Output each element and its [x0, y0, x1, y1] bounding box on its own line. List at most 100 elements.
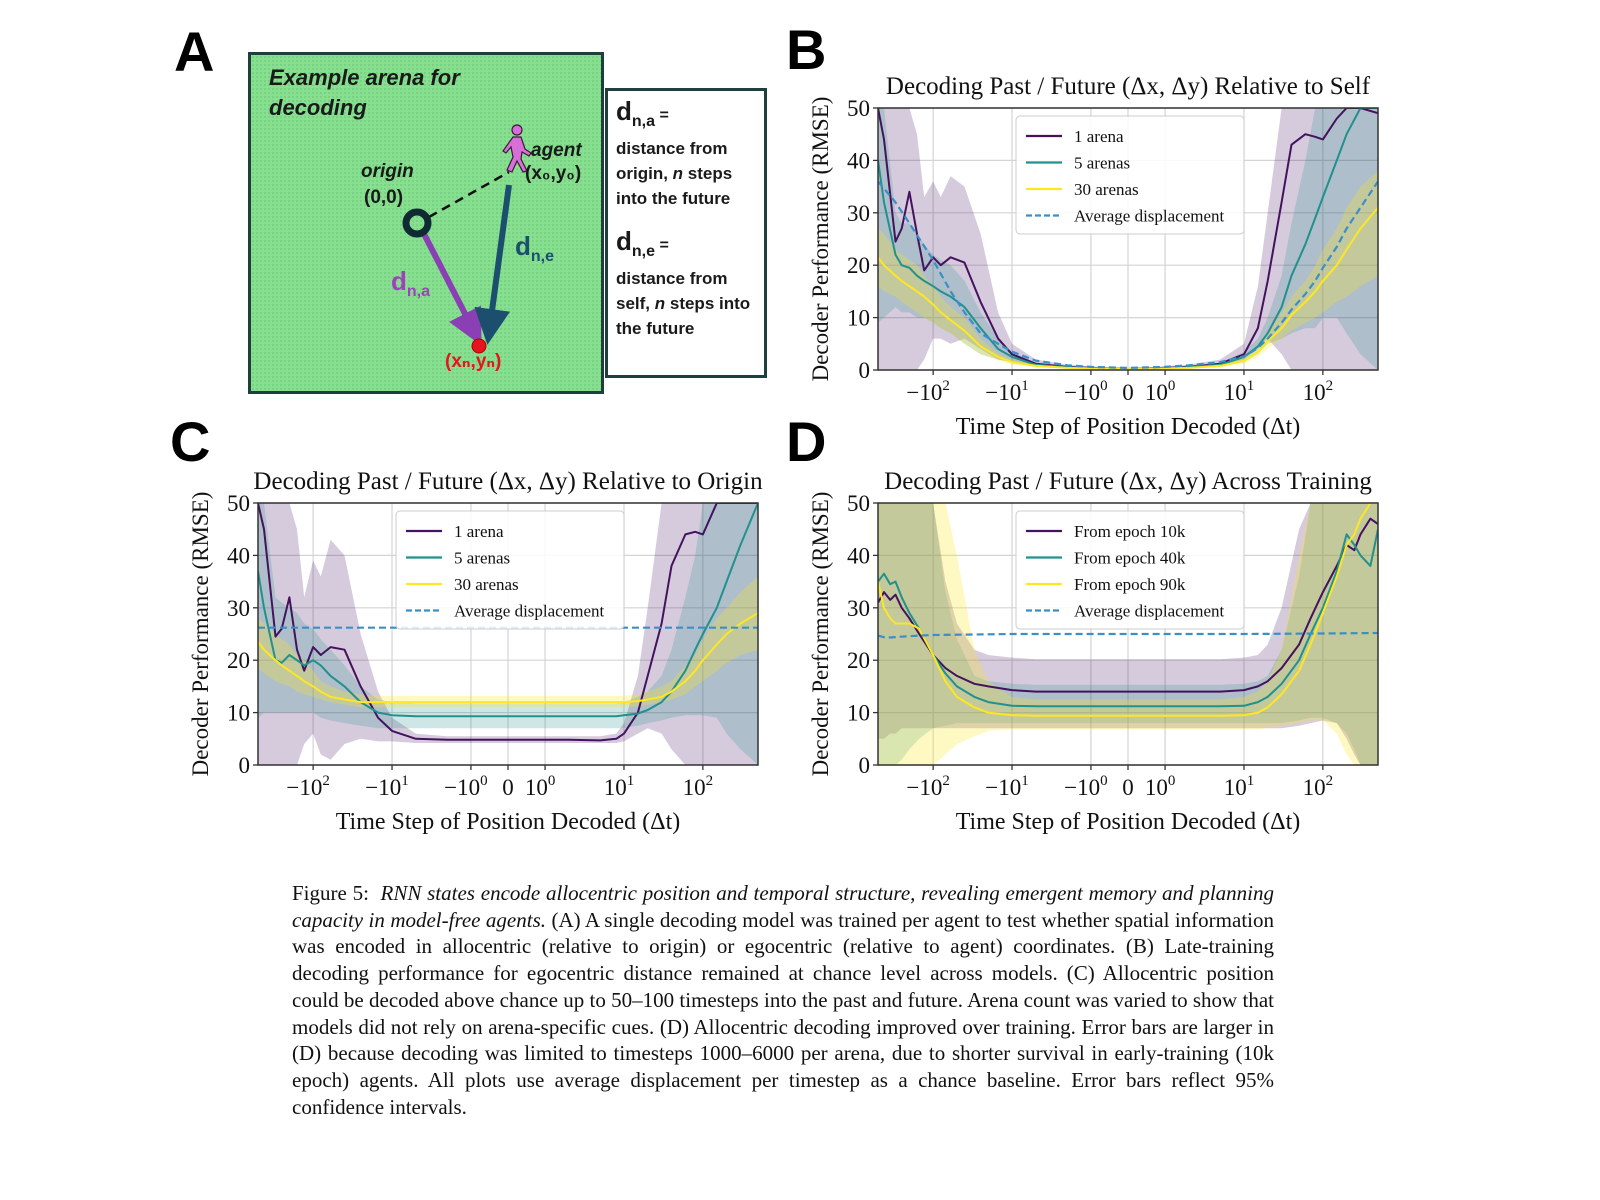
legend-label: 5 arenas	[1074, 154, 1130, 173]
x-tick-exponent: 0	[1100, 773, 1108, 789]
target-coords: (xₙ,yₙ)	[445, 351, 502, 372]
def-symbol: d	[616, 96, 632, 126]
x-tick-exponent: 0	[1168, 378, 1176, 394]
series-line	[878, 180, 1378, 369]
x-tick-label: −101	[985, 773, 1028, 800]
x-axis-label: Time Step of Position Decoded (Δt)	[956, 809, 1301, 835]
x-tick-exponent: 0	[480, 773, 488, 789]
x-tick-label: 102	[683, 773, 714, 800]
definition-dna-symbol: dn,a =	[616, 97, 764, 136]
legend-label: From epoch 90k	[1074, 575, 1186, 594]
chart-relative-to-self: Decoding Past / Future (Δx, Δy) Relative…	[808, 73, 1379, 440]
x-tick-exponent: 1	[1021, 773, 1029, 789]
definition-dne-text: distance from self, n steps into the fut…	[616, 266, 764, 341]
def-text: distance from self,	[616, 269, 728, 314]
x-axis-label: Time Step of Position Decoded (Δt)	[336, 809, 681, 835]
series-line	[258, 503, 758, 718]
x-tick-label: −102	[906, 773, 949, 800]
x-tick-base: 10	[1145, 380, 1168, 405]
x-tick-base: 10	[1303, 775, 1326, 800]
x-tick-label: −100	[444, 773, 487, 800]
x-tick-base: −10	[1064, 775, 1100, 800]
egocentric-arrow	[474, 184, 512, 345]
x-tick-label: 101	[604, 773, 635, 800]
x-tick-base: 0	[1122, 775, 1134, 800]
y-tick-label: 10	[227, 701, 250, 726]
def-subscript: n,a	[631, 113, 656, 131]
series-line	[258, 503, 758, 742]
dne-symbol: d	[515, 231, 531, 261]
origin-coords: (0,0)	[364, 187, 404, 208]
x-tick-base: −10	[1064, 380, 1100, 405]
def-text: steps into the future	[616, 164, 733, 209]
x-tick-base: 10	[1224, 775, 1247, 800]
legend-label: 30 arenas	[454, 575, 519, 594]
chart-title: Decoding Past / Future (Δx, Δy) Relative…	[886, 73, 1371, 100]
y-tick-label: 10	[847, 701, 870, 726]
x-tick-base: 10	[604, 775, 627, 800]
x-tick-exponent: 2	[1326, 773, 1334, 789]
chart-across-training: Decoding Past / Future (Δx, Δy) Across T…	[808, 468, 1379, 835]
origin-label: origin	[361, 161, 414, 182]
definition-dna-text: distance from origin, n steps into the f…	[616, 136, 764, 211]
x-tick-base: −10	[365, 775, 401, 800]
definition-dne-symbol: dn,e =	[616, 227, 764, 266]
x-tick-label: 102	[1303, 773, 1334, 800]
confidence-band	[258, 503, 758, 765]
caption-body: (A) A single decoding model was trained …	[292, 907, 1274, 1119]
x-tick-exponent: 0	[1168, 773, 1176, 789]
arena-drawing	[402, 124, 532, 354]
x-tick-label: 101	[1224, 378, 1255, 405]
x-tick-base: −10	[906, 775, 942, 800]
y-tick-label: 20	[227, 648, 250, 673]
chart-relative-to-origin: Decoding Past / Future (Δx, Δy) Relative…	[188, 468, 763, 835]
x-tick-label: −101	[985, 378, 1028, 405]
series-line	[878, 528, 1378, 708]
def-equals: =	[655, 237, 669, 255]
x-tick-label: 0	[502, 775, 514, 800]
x-tick-label: −102	[286, 773, 329, 800]
x-tick-label: 0	[1122, 775, 1134, 800]
y-tick-label: 20	[847, 648, 870, 673]
definitions-box: dn,a = distance from origin, n steps int…	[605, 88, 767, 378]
x-tick-base: −10	[985, 775, 1021, 800]
y-tick-label: 40	[847, 148, 870, 173]
x-tick-exponent: 0	[1100, 378, 1108, 394]
arena-title: Example arena for decoding	[269, 65, 460, 120]
y-tick-label: 0	[859, 358, 871, 383]
x-tick-label: 100	[525, 773, 556, 800]
x-tick-exponent: 2	[322, 773, 330, 789]
x-tick-exponent: 2	[706, 773, 714, 789]
legend-label: Average displacement	[1074, 602, 1225, 621]
legend: From epoch 10k From epoch 40k From epoch 9…	[1015, 510, 1245, 630]
x-tick-base: 10	[683, 775, 706, 800]
x-tick-exponent: 2	[942, 378, 950, 394]
x-tick-label: −102	[906, 378, 949, 405]
x-tick-base: 10	[1303, 380, 1326, 405]
x-tick-base: −10	[444, 775, 480, 800]
plot-area	[258, 503, 758, 765]
confidence-band	[878, 503, 1378, 765]
def-text-em: n	[672, 164, 684, 184]
legend: 1 arena 5 arenas 30 arenas Average displace…	[395, 510, 625, 630]
legend-label: From epoch 10k	[1074, 522, 1186, 541]
allocentric-arrow	[420, 230, 482, 346]
dne-subscript: n,e	[530, 248, 555, 266]
agent-label: agent	[531, 140, 582, 161]
dna-arrow-label: dn,a	[391, 268, 430, 303]
y-axis-label: Decoder Performance (RMSE)	[808, 97, 833, 382]
confidence-band	[258, 503, 758, 765]
def-text-em: n	[654, 294, 666, 314]
legend-label: 5 arenas	[454, 549, 510, 568]
x-tick-exponent: 1	[1247, 378, 1255, 394]
x-tick-base: 10	[1224, 380, 1247, 405]
dne-arrow-label: dn,e	[515, 233, 555, 268]
chart-title: Decoding Past / Future (Δx, Δy) Relative…	[253, 468, 763, 495]
x-tick-label: −101	[365, 773, 408, 800]
y-tick-label: 0	[859, 753, 871, 778]
x-tick-exponent: 2	[942, 773, 950, 789]
x-tick-base: −10	[286, 775, 322, 800]
y-tick-label: 40	[847, 543, 870, 568]
x-tick-base: 10	[1145, 775, 1168, 800]
plot-area	[878, 108, 1378, 370]
